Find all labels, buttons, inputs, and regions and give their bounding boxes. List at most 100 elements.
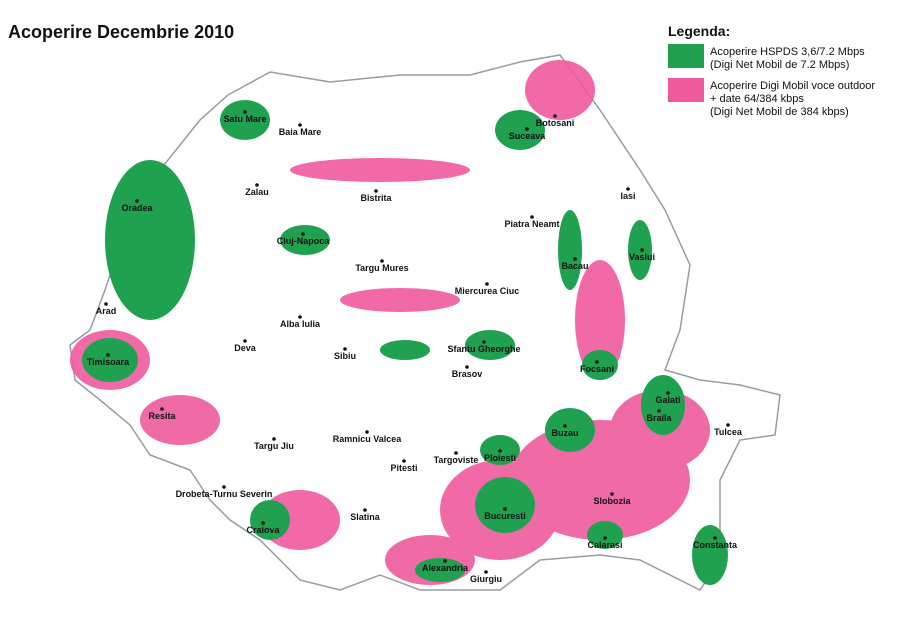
city-dot xyxy=(160,407,164,411)
coverage-area xyxy=(105,160,195,320)
legend-text: Acoperire HSPDS 3,6/7.2 Mbps(Digi Net Mo… xyxy=(710,46,875,118)
city-dot xyxy=(563,424,567,428)
city-label: Oradea xyxy=(121,203,153,213)
city-label: Vaslui xyxy=(629,252,655,262)
city-dot xyxy=(595,360,599,364)
city-dot xyxy=(298,315,302,319)
city-label: Sfantu Gheorghe xyxy=(447,344,520,354)
city-dot xyxy=(573,257,577,261)
city-label: Giurgiu xyxy=(470,574,502,584)
city-dot xyxy=(298,123,302,127)
city-dot xyxy=(402,459,406,463)
cities: Satu Mare Baia Mare Botosani Suceava Zalau Bi… xyxy=(87,110,743,584)
city-dot xyxy=(243,110,247,114)
city-label: Craiova xyxy=(246,525,280,535)
city-dot xyxy=(713,536,717,540)
city-label: Tulcea xyxy=(714,427,743,437)
city-label: Galati xyxy=(655,395,680,405)
coverage-area xyxy=(280,225,330,255)
city-dot xyxy=(465,365,469,369)
city-label: Targu Jiu xyxy=(254,441,294,451)
city-dot xyxy=(104,302,108,306)
coverage-area xyxy=(545,408,595,452)
city-dot xyxy=(485,282,489,286)
city-label: Suceava xyxy=(509,131,547,141)
hspa-coverage xyxy=(82,100,728,585)
city-label: Brasov xyxy=(452,369,483,379)
city-dot xyxy=(106,353,110,357)
city-dot xyxy=(380,259,384,263)
city-label: Timisoara xyxy=(87,357,130,367)
city-label: Slobozia xyxy=(593,496,631,506)
city-dot xyxy=(603,536,607,540)
city-dot xyxy=(482,340,486,344)
city-label: Slatina xyxy=(350,512,381,522)
city-dot xyxy=(365,430,369,434)
city-label: Targoviste xyxy=(434,455,479,465)
city-dot xyxy=(301,232,305,236)
legend-swatch xyxy=(668,44,704,68)
coverage-area xyxy=(140,395,220,445)
city-label: Constanta xyxy=(693,540,738,550)
city-label: Botosani xyxy=(536,118,575,128)
coverage-area xyxy=(582,350,618,380)
city-dot xyxy=(443,559,447,563)
city-label: Satu Mare xyxy=(223,114,266,124)
coverage-area xyxy=(220,100,270,140)
map-title: Acoperire Decembrie 2010 xyxy=(8,22,234,42)
coverage-area xyxy=(340,288,460,312)
city-dot xyxy=(374,189,378,193)
city-label: Cluj-Napoca xyxy=(277,236,331,246)
coverage-area xyxy=(475,477,535,533)
coverage-area xyxy=(525,60,595,120)
coverage-area xyxy=(250,500,290,540)
city-label: Deva xyxy=(234,343,257,353)
coverage-area xyxy=(495,110,545,150)
coverage-area xyxy=(82,338,138,382)
city-label: Arad xyxy=(96,306,117,316)
city-label: Miercurea Ciuc xyxy=(455,286,520,296)
city-label: Bacau xyxy=(561,261,588,271)
city-label: Iasi xyxy=(620,191,635,201)
city-label: Resita xyxy=(148,411,176,421)
city-label: Alexandria xyxy=(422,563,469,573)
city-dot xyxy=(363,508,367,512)
city-dot xyxy=(626,187,630,191)
city-dot xyxy=(454,451,458,455)
city-dot xyxy=(272,437,276,441)
city-dot xyxy=(657,409,661,413)
coverage-area xyxy=(692,525,728,585)
coverage-area xyxy=(587,521,623,549)
city-dot xyxy=(610,492,614,496)
city-dot xyxy=(343,347,347,351)
city-dot xyxy=(503,507,507,511)
city-label: Buzau xyxy=(552,428,579,438)
coverage-area xyxy=(415,558,465,582)
city-label: Sibiu xyxy=(334,351,356,361)
city-dot xyxy=(525,127,529,131)
city-label: Alba Iulia xyxy=(280,319,321,329)
city-dot xyxy=(498,449,502,453)
legend-label: + date 64/384 kbps xyxy=(710,93,804,105)
city-label: Calarasi xyxy=(587,540,622,550)
city-label: Drobeta-Turnu Severin xyxy=(176,489,273,499)
legend-label: (Digi Net Mobil de 384 kbps) xyxy=(710,106,849,118)
legend-label: Acoperire Digi Mobil voce outdoor xyxy=(710,80,875,92)
coverage-area xyxy=(558,210,582,290)
city-label: Targu Mures xyxy=(355,263,408,273)
city-dot xyxy=(666,391,670,395)
legend-label: (Digi Net Mobil de 7.2 Mbps) xyxy=(710,59,849,71)
city-dot xyxy=(135,199,139,203)
legend-swatch xyxy=(668,78,704,102)
city-dot xyxy=(640,248,644,252)
coverage-area xyxy=(641,375,685,435)
city-label: Zalau xyxy=(245,187,269,197)
city-dot xyxy=(726,423,730,427)
city-label: Bucuresti xyxy=(484,511,526,521)
city-dot xyxy=(553,114,557,118)
city-label: Focsani xyxy=(580,364,614,374)
coverage-area xyxy=(290,158,470,182)
city-label: Pitesti xyxy=(390,463,417,473)
city-dot xyxy=(484,570,488,574)
